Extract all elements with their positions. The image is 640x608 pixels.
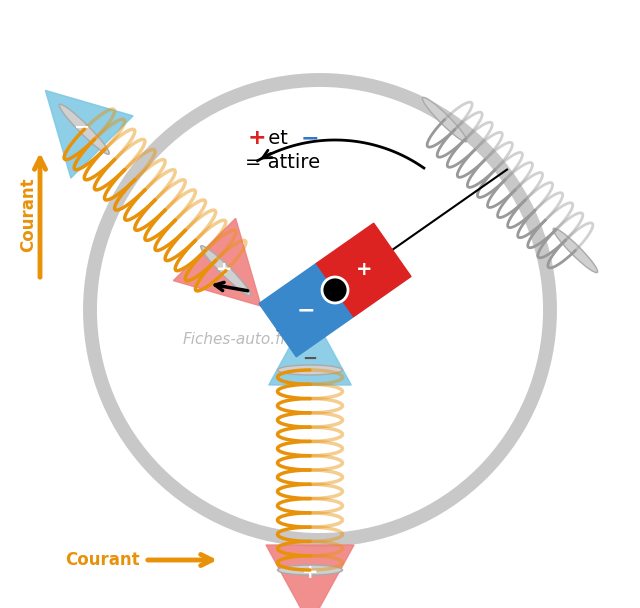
Ellipse shape xyxy=(278,365,342,375)
Text: Courant: Courant xyxy=(19,178,37,252)
Circle shape xyxy=(322,277,348,303)
Polygon shape xyxy=(45,91,133,178)
Polygon shape xyxy=(269,310,351,385)
Polygon shape xyxy=(259,263,354,357)
Text: Fiches-auto.fr: Fiches-auto.fr xyxy=(182,333,287,348)
Text: −: − xyxy=(297,300,316,320)
Text: +: + xyxy=(301,564,318,582)
Ellipse shape xyxy=(278,565,342,575)
Polygon shape xyxy=(173,218,261,306)
Ellipse shape xyxy=(201,246,251,295)
Polygon shape xyxy=(316,223,411,317)
Text: −: − xyxy=(301,128,319,148)
Text: −: − xyxy=(74,118,90,137)
Text: +: + xyxy=(248,128,266,148)
Ellipse shape xyxy=(60,105,109,154)
Text: = attire: = attire xyxy=(245,153,321,171)
Ellipse shape xyxy=(553,228,598,272)
Text: +: + xyxy=(355,260,372,280)
Ellipse shape xyxy=(422,97,467,142)
Text: +: + xyxy=(216,260,232,279)
Text: −: − xyxy=(303,350,317,368)
Text: et: et xyxy=(262,128,294,148)
Text: Courant: Courant xyxy=(65,551,140,569)
Polygon shape xyxy=(266,545,354,608)
